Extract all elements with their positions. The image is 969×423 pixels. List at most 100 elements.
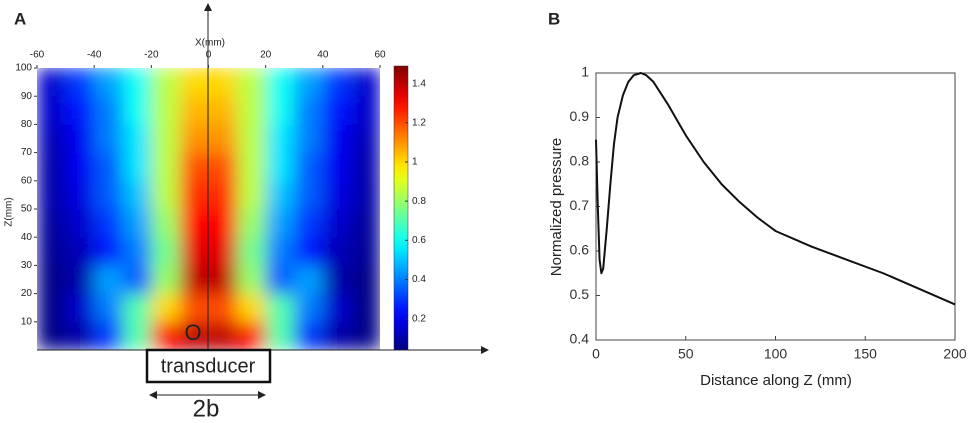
colorbar-tick-label: 0.4 <box>412 274 426 285</box>
heatmap-cell <box>94 152 124 182</box>
colorbar-tick-label: 0.2 <box>412 313 426 324</box>
x-tick-label: 200 <box>943 346 967 362</box>
heatmap-cell <box>237 96 267 125</box>
x-tick-label: -40 <box>87 50 102 61</box>
heatmap-cell <box>37 180 67 210</box>
heatmap-cell <box>94 293 124 323</box>
y-tick-label: 0.8 <box>570 153 590 169</box>
y-tick-label: 40 <box>21 232 33 243</box>
heatmap-cell <box>151 209 181 238</box>
colorbar-tick-label: 1.2 <box>412 117 426 128</box>
heatmap-cell <box>208 68 238 97</box>
heatmap-cell <box>265 293 295 323</box>
heatmap-cell <box>65 68 95 97</box>
heatmap-cell <box>237 180 267 210</box>
heatmap-cell <box>151 321 181 350</box>
heatmap-cell <box>65 237 95 266</box>
y-tick-label: 30 <box>21 260 33 271</box>
heatmap-cell <box>351 152 380 182</box>
heatmap-cell <box>322 68 352 97</box>
heatmap <box>37 68 380 350</box>
colorbar-tick-label: 1 <box>412 157 418 168</box>
y-tick-label: 0.9 <box>570 108 590 124</box>
heatmap-cell <box>151 68 181 97</box>
heatmap-cell <box>265 152 295 182</box>
heatmap-cell <box>208 265 238 295</box>
heatmap-cell <box>237 293 267 323</box>
heatmap-cell <box>94 124 124 154</box>
x-axis-label: X(mm) <box>195 38 225 49</box>
heatmap-cell <box>208 152 238 182</box>
heatmap-cell <box>151 293 181 323</box>
x-tick-label: 40 <box>317 50 329 61</box>
heatmap-cell <box>294 124 324 154</box>
y-tick-label: 1 <box>581 64 589 80</box>
y-tick-label: 0.7 <box>570 197 590 213</box>
heatmap-cell <box>122 321 152 350</box>
heatmap-cell <box>65 209 95 238</box>
heatmap-cell <box>179 237 209 266</box>
x-axis-label: Distance along Z (mm) <box>700 372 852 389</box>
heatmap-cell <box>151 152 181 182</box>
heatmap-cell <box>237 124 267 154</box>
plot-frame <box>595 72 956 341</box>
heatmap-cell <box>237 321 267 350</box>
heatmap-cell <box>179 96 209 125</box>
x-tick-label: 60 <box>374 50 386 61</box>
heatmap-cell <box>94 68 124 97</box>
heatmap-cell <box>294 293 324 323</box>
panel-label: A <box>14 9 26 28</box>
y-tick-label: 10 <box>21 316 33 327</box>
heatmap-cell <box>237 237 267 266</box>
x-tick-label: -60 <box>30 50 45 61</box>
heatmap-cell <box>265 237 295 266</box>
heatmap-cell <box>65 180 95 210</box>
heatmap-cell <box>208 180 238 210</box>
y-tick-label: 70 <box>21 147 33 158</box>
heatmap-cell <box>351 96 380 125</box>
heatmap-cell <box>322 96 352 125</box>
transducer-label: transducer <box>161 355 256 377</box>
heatmap-cell <box>322 209 352 238</box>
y-tick-label: 0.6 <box>570 242 590 258</box>
colorbar-tick-label: 0.6 <box>412 235 426 246</box>
data-line <box>595 72 956 306</box>
heatmap-cell <box>294 321 324 350</box>
heatmap-cell <box>265 68 295 97</box>
heatmap-cell <box>179 68 209 97</box>
heatmap-cell <box>351 209 380 238</box>
heatmap-cell <box>37 321 67 350</box>
origin-label: O <box>184 320 201 345</box>
y-tick-label: 50 <box>21 204 33 215</box>
heatmap-cell <box>37 293 67 323</box>
heatmap-cell <box>265 321 295 350</box>
heatmap-cell <box>351 265 380 295</box>
heatmap-cell <box>294 68 324 97</box>
width-label: 2b <box>193 395 220 422</box>
heatmap-cell <box>322 180 352 210</box>
heatmap-cell <box>94 180 124 210</box>
y-axis-label: Normalized pressure <box>548 138 565 276</box>
heatmap-cell <box>322 293 352 323</box>
heatmap-cell <box>179 265 209 295</box>
heatmap-cell <box>237 152 267 182</box>
y-tick-label: 100 <box>15 63 32 74</box>
heatmap-cell <box>322 237 352 266</box>
heatmap-cell <box>208 124 238 154</box>
heatmap-cell <box>122 209 152 238</box>
heatmap-cell <box>351 293 380 323</box>
heatmap-cell <box>122 68 152 97</box>
heatmap-cell <box>351 180 380 210</box>
heatmap-cell <box>322 124 352 154</box>
heatmap-cell <box>94 96 124 125</box>
heatmap-cell <box>208 237 238 266</box>
x-tick-label: 150 <box>854 346 878 362</box>
heatmap-cell <box>351 68 380 97</box>
heatmap-cell <box>122 124 152 154</box>
heatmap-cell <box>122 180 152 210</box>
y-tick-label: 20 <box>21 288 33 299</box>
x-tick-label: 0 <box>592 346 600 362</box>
heatmap-cell <box>65 152 95 182</box>
heatmap-cell <box>351 124 380 154</box>
